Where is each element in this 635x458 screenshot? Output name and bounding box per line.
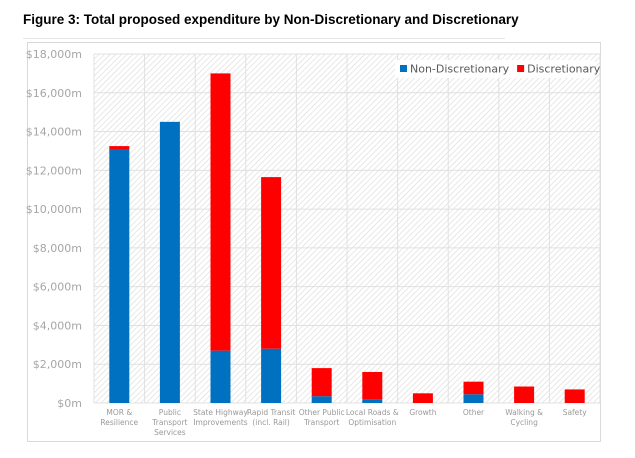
y-tick-label: $6,000m — [33, 281, 82, 294]
legend-background — [395, 60, 595, 78]
y-tick-label: $2,000m — [33, 358, 82, 371]
legend-label-discretionary: Discretionary — [527, 63, 601, 76]
legend-swatch-non-discretionary — [400, 65, 407, 72]
y-tick-label: $18,000m — [26, 48, 82, 61]
y-tick-label: $10,000m — [26, 203, 82, 216]
bar-non-discretionary — [311, 396, 332, 403]
y-tick-label: $0m — [57, 397, 82, 410]
y-tick-label: $4,000m — [33, 319, 82, 332]
figure-title: Figure 3: Total proposed expenditure by … — [23, 12, 519, 27]
y-tick-label: $14,000m — [26, 126, 82, 139]
x-category-label: MOR & Resilience — [100, 408, 138, 427]
bar-non-discretionary — [109, 149, 130, 403]
legend-label-non-discretionary: Non-Discretionary — [410, 63, 510, 76]
y-axis-ticks: $0m $2,000m $4,000m $6,000m $8,000m $10,000m $… — [26, 48, 82, 410]
bars — [109, 73, 585, 403]
bar-discretionary — [564, 389, 585, 403]
bar-discretionary — [412, 393, 433, 403]
x-axis-labels: MOR & Resilience Public Transport Services St… — [100, 408, 587, 437]
y-tick-label: $8,000m — [33, 242, 82, 255]
bar-non-discretionary — [463, 394, 484, 403]
bar-non-discretionary — [362, 399, 383, 403]
x-category-label: Other — [463, 408, 485, 417]
bar-discretionary — [109, 146, 130, 150]
legend-swatch-discretionary — [517, 65, 525, 72]
x-category-label: Rapid Transit (incl. Rail) — [247, 408, 296, 427]
bar-discretionary — [261, 177, 282, 349]
y-tick-label: $16,000m — [26, 87, 82, 100]
bar-non-discretionary — [159, 121, 180, 403]
x-category-label: Local Roads & Optimisation — [346, 408, 399, 427]
x-category-label: Growth — [409, 408, 436, 417]
bar-discretionary — [514, 386, 535, 403]
bar-discretionary — [463, 381, 484, 395]
x-category-label: Public Transport Services — [151, 408, 187, 437]
x-category-label: State Highway Improvements — [193, 408, 248, 427]
bar-discretionary — [311, 368, 332, 397]
bar-non-discretionary — [210, 350, 231, 403]
bar-non-discretionary — [261, 348, 282, 403]
bar-discretionary — [362, 371, 383, 400]
x-category-label: Safety — [563, 408, 588, 417]
x-category-label: Other Public Transport — [299, 408, 345, 427]
legend: Non-Discretionary Discretionary — [395, 60, 601, 78]
x-category-label: Walking & Cycling — [505, 408, 543, 427]
title-divider — [23, 38, 505, 39]
y-tick-label: $12,000m — [26, 164, 82, 177]
bar-discretionary — [210, 73, 231, 351]
